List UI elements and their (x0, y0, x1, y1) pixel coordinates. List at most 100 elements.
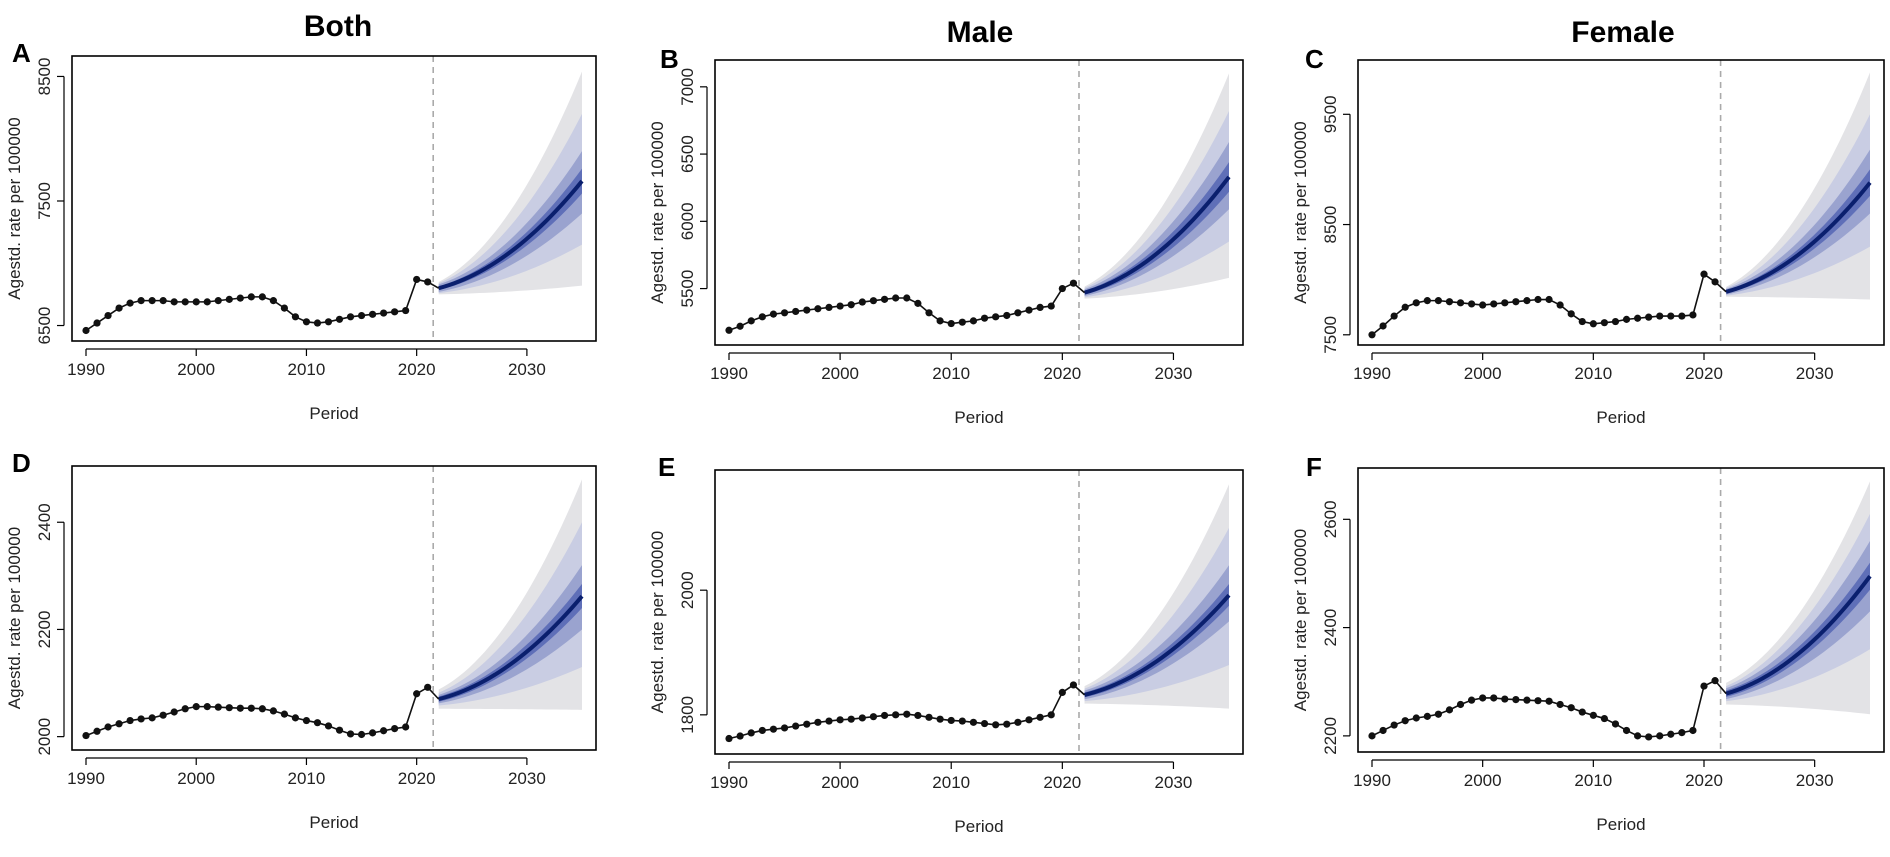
observed-point (969, 718, 978, 726)
x-axis-label: Period (309, 404, 358, 423)
observed-point (1545, 295, 1553, 304)
observed-point (1069, 279, 1078, 287)
observed-point (1634, 314, 1642, 322)
observed-point (947, 319, 955, 328)
x-tick-label: 2010 (1574, 771, 1612, 790)
observed-point (758, 313, 766, 321)
x-tick-label: 2030 (1155, 773, 1193, 792)
observed-point (247, 704, 255, 712)
x-tick-label: 2030 (1796, 771, 1834, 790)
observed-point (1047, 711, 1055, 719)
panel-a: A 1990 2000 2010 2020 2030 Period 6500 7500 8500 A… (5, 38, 597, 423)
observed-point (1545, 697, 1553, 705)
column-title-female: Female (1571, 16, 1674, 49)
observed-point (192, 298, 200, 306)
observed-point (1036, 713, 1044, 721)
y-tick-label: 2400 (1321, 609, 1340, 647)
observed-point (159, 711, 167, 719)
observed-point (391, 308, 399, 316)
prediction-band-80 (1726, 513, 1870, 702)
observed-point (413, 275, 421, 284)
observed-point (1689, 726, 1697, 735)
observed-point (1003, 720, 1011, 728)
observed-point (137, 715, 145, 723)
x-axis-label: Period (954, 817, 1003, 836)
observed-point (424, 278, 432, 286)
x-tick-label: 1990 (67, 360, 105, 379)
x-tick-label: 1990 (710, 364, 748, 383)
observed-point (1479, 301, 1487, 309)
observed-point (1456, 700, 1465, 709)
observed-point (93, 319, 101, 327)
observed-point (126, 299, 134, 307)
observed-point (980, 719, 989, 728)
observed-point (958, 318, 966, 326)
observed-point (1622, 726, 1631, 735)
projection-median-line (1084, 593, 1231, 697)
observed-point (747, 729, 755, 737)
y-axis-label: Agestd. rate per 100000 (1291, 529, 1310, 711)
observed-point (313, 719, 322, 727)
observed-point (1711, 677, 1719, 685)
observed-point (1600, 714, 1608, 723)
observed-point (424, 683, 432, 691)
y-axis-label: Agestd. rate per 100000 (1291, 121, 1310, 303)
observed-point (236, 294, 244, 302)
observed-point (825, 303, 833, 312)
observed-point (1656, 732, 1664, 740)
x-tick-label: 2010 (288, 769, 326, 788)
x-tick-label: 1990 (710, 773, 748, 792)
observed-point (1423, 712, 1431, 720)
y-tick-label: 8500 (35, 58, 54, 96)
plot-frame (1357, 467, 1885, 753)
observed-point (1490, 300, 1498, 308)
observed-point (302, 318, 311, 326)
projection-median-line (1725, 181, 1872, 294)
observed-point (258, 293, 266, 301)
y-tick-label: 2200 (35, 611, 54, 649)
observed-point (1589, 711, 1597, 719)
plot-frame (714, 59, 1244, 346)
observed-point (1622, 315, 1631, 323)
prediction-band-80 (438, 113, 582, 294)
observed-point (170, 708, 178, 716)
observed-point (313, 319, 322, 327)
observed-point (291, 313, 300, 321)
x-tick-label: 2000 (1464, 364, 1502, 383)
y-axis-label: Agestd. rate per 100000 (5, 527, 24, 709)
panels-group: A 1990 2000 2010 2020 2030 Period 6500 7500 8500 A… (5, 38, 1885, 836)
observed-point (1368, 331, 1376, 339)
observed-point (357, 730, 366, 739)
observed-point (792, 307, 800, 316)
observed-point (357, 311, 366, 320)
observed-point (1390, 721, 1398, 729)
observed-point (903, 294, 911, 302)
observed-point (1611, 720, 1620, 728)
x-tick-label: 2010 (932, 773, 970, 792)
observed-point (391, 725, 399, 733)
observed-point (225, 295, 233, 303)
y-tick-label: 6000 (678, 202, 697, 240)
projection-median-line (1725, 574, 1872, 696)
observed-point (1700, 270, 1708, 278)
observed-point (1025, 306, 1033, 314)
observed-point (925, 309, 933, 317)
plot-frame (71, 465, 597, 751)
observed-point (1611, 317, 1620, 326)
observed-point (137, 297, 145, 305)
observed-point (380, 727, 388, 735)
observed-point (115, 304, 123, 312)
observed-point (1058, 688, 1066, 697)
observed-point (969, 317, 978, 325)
observed-line (728, 282, 1086, 332)
observed-point (914, 711, 922, 720)
x-tick-label: 2030 (1796, 364, 1834, 383)
observed-point (1456, 299, 1465, 307)
x-tick-label: 2020 (1043, 364, 1081, 383)
observed-point (402, 306, 410, 315)
y-axis-label: Agestd. rate per 100000 (648, 531, 667, 713)
observed-point (291, 714, 300, 722)
observed-point (814, 305, 822, 313)
x-tick-label: 2020 (1043, 773, 1081, 792)
observed-point (1645, 733, 1653, 741)
